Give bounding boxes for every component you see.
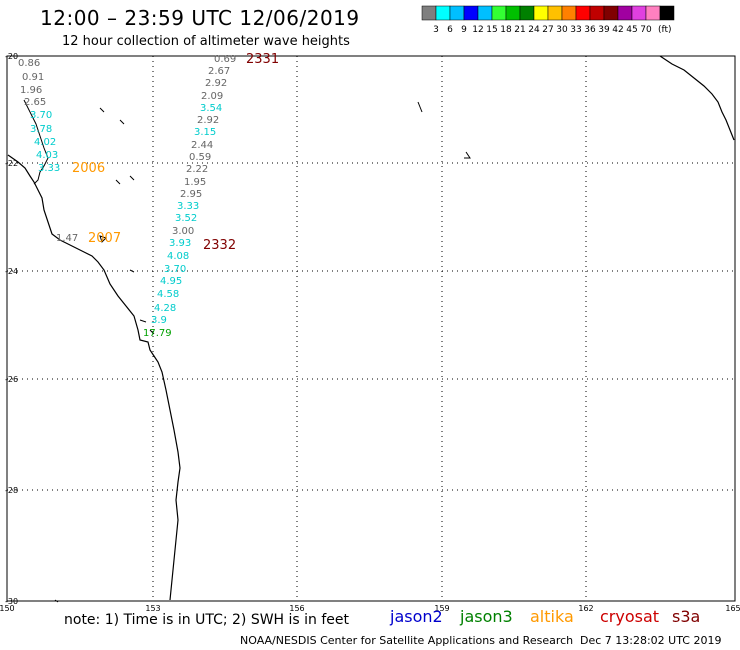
wave-height-value: 1.47 [56,233,78,244]
wave-height-value: 0.69 [214,54,236,65]
coast-detail-islands [54,235,155,603]
color-scale-label: 33 [570,25,581,35]
color-scale-unit: (ft) [658,25,672,35]
color-scale-label: 27 [542,25,553,35]
track-id-label: 2006 [72,161,105,176]
graticule [7,56,735,601]
color-scale-label: 24 [528,25,540,35]
wave-height-value: 3.93 [169,238,191,249]
wave-height-value: 17.79 [143,328,172,339]
wave-height-value: 3.33 [177,201,199,212]
longitude-label: 162 [578,604,593,613]
wave-height-value: 3.00 [172,226,194,237]
color-scale-label: 3 [433,25,439,35]
wave-height-value: 2.22 [186,164,208,175]
latitude-label: -30 [5,597,18,606]
wave-height-value: 2.65 [24,97,46,108]
wave-height-value: 2.09 [201,91,223,102]
australia-coastline [7,154,181,601]
color-scale-label: 15 [486,25,497,35]
wave-height-value: 0.91 [22,72,44,83]
wave-height-value: 4.08 [167,251,189,262]
color-scale-label: 45 [626,25,637,35]
wave-height-value: 2.44 [191,140,213,151]
color-scale-label: 6 [447,25,453,35]
color-scale-label: 21 [514,25,525,35]
wave-height-value: 3.33 [38,163,60,174]
color-scale-label: 12 [472,25,483,35]
island-north-1 [99,107,135,185]
footer-note: note: 1) Time is in UTC; 2) SWH is in fe… [64,612,350,628]
wave-height-value: 3.15 [194,127,216,138]
legend-jason3: jason3 [460,607,513,626]
color-scale-bar: 3 6 9 12 15 18 21 24 27 30 33 36 39 42 45 70 (ft) [421,5,675,35]
wave-height-value: 2.95 [180,189,202,200]
latitude-label: -24 [5,267,18,276]
latitude-label: -22 [5,159,18,168]
wave-height-value: 3.9 [151,315,167,326]
legend-s3a: s3a [672,607,701,626]
latitude-label: -26 [5,375,18,384]
wave-height-value: 0.59 [189,152,211,163]
legend-cryosat: cryosat [600,607,660,626]
color-scale-label: 9 [461,25,467,35]
color-scale-label: 42 [612,25,623,35]
wave-height-value: 3.78 [30,124,52,135]
color-scale-label: 18 [500,25,512,35]
wave-height-value: 2.67 [208,66,230,77]
wave-height-value: 4.03 [36,150,58,161]
longitude-label: 153 [145,604,160,613]
wave-height-value: 4.02 [34,137,56,148]
longitude-labels: 150 153 156 159 162 165 [0,604,740,613]
color-scale-label: 70 [640,25,652,35]
nc-island-2 [464,151,471,159]
wave-height-value: 2.92 [197,115,219,126]
footer-credit: NOAA/NESDIS Center for Satellite Applica… [240,634,574,647]
color-scale-label: 36 [584,25,596,35]
color-swatch [659,5,675,21]
footer-timestamp: Dec 7 13:28:02 UTC 2019 [580,634,722,647]
track-id-label: 2007 [88,231,121,246]
nc-island-1 [417,101,423,113]
wave-height-value: 3.52 [175,213,197,224]
latitude-label: -20 [5,52,18,61]
track-id-label: 2332 [203,238,236,253]
wave-height-value: 2.92 [205,78,227,89]
page-subtitle: 12 hour collection of altimeter wave hei… [62,34,350,49]
track-b-values: 0.86 0.91 1.962.65 3.70 3.78 4.02 4.03 3.33 1.47 [18,58,78,244]
map-frame [6,55,736,602]
color-scale-label: 39 [598,25,610,35]
longitude-label: 156 [289,604,304,613]
longitude-label: 165 [725,604,740,613]
wave-height-value: 3.70 [30,110,52,121]
coast-detail-north [23,99,49,185]
wave-height-value: 1.95 [184,177,206,188]
wave-height-value: 4.95 [160,276,182,287]
latitude-labels: -20 -22 -24 -26 -28 -30 [5,52,18,606]
wave-height-value: 3.54 [200,103,222,114]
page-title: 12:00 – 23:59 UTC 12/06/2019 [40,6,360,30]
wave-height-value: 1.96 [20,85,42,96]
wave-height-value: 3.70 [164,264,186,275]
longitude-label: 159 [434,604,449,613]
legend-jason2: jason2 [390,607,443,626]
wave-height-value: 4.28 [154,303,176,314]
track-a-values: 0.692.672.922.093.542.923.152.440.592.22… [143,54,236,339]
new-caledonia-coast [659,55,735,141]
wave-height-value: 4.58 [157,289,179,300]
latitude-label: -28 [5,486,18,495]
track-id-label: 2331 [246,52,279,67]
legend-altika: altika [530,607,574,626]
longitude-label: 150 [0,604,15,613]
color-scale-label: 30 [556,25,568,35]
track-labels: 2331 2332 2006 2007 [72,52,279,253]
wave-height-value: 0.86 [18,58,40,69]
